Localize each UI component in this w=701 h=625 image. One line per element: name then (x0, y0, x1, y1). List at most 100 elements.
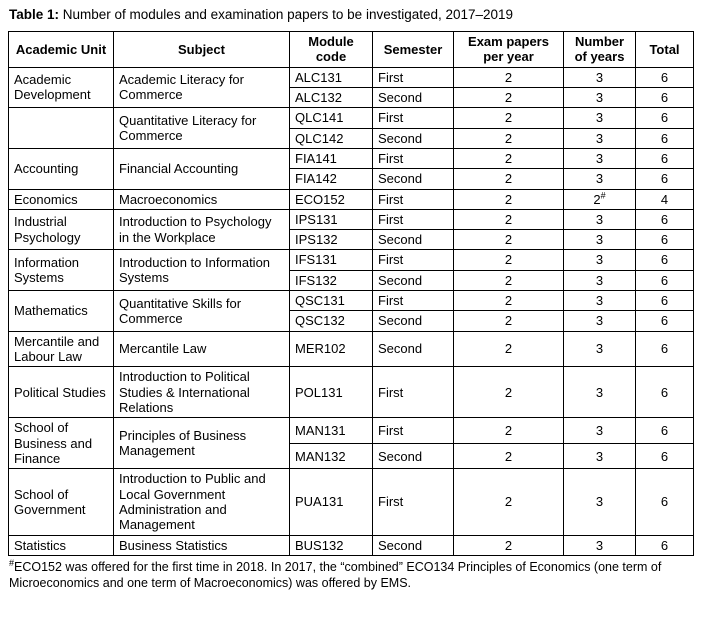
table-cell: 6 (635, 208, 694, 231)
column-header: Number of years (563, 30, 636, 68)
table-cell: First (372, 366, 454, 419)
table-cell: Academic Development (8, 66, 114, 109)
table-row: Industrial Psychology Introduction to Psy… (8, 208, 694, 251)
table-cell: 6 (635, 269, 694, 292)
table-row: School of Business and Finance Principles… (8, 417, 694, 470)
table-cell: Mercantile and Labour Law (8, 330, 114, 368)
table-row: Economics Macroeconomics ECO152 First 2 2# 4 (8, 188, 694, 210)
table-cell: First (372, 290, 454, 312)
table-row: Accounting Financial Accounting FIA141 Firs… (8, 147, 694, 190)
table-cell: 6 (635, 107, 694, 129)
table-cell: Second (372, 330, 454, 368)
table-row: FIA142 Second 2 3 6 (9, 168, 694, 190)
table-cell: 3 (563, 366, 636, 419)
table-cell: 4 (635, 188, 694, 210)
table-cell: BUS132 (289, 534, 373, 557)
table-cell: Accounting (8, 147, 114, 190)
table-cell: 2 (453, 229, 564, 251)
table-cell: Second (372, 534, 454, 557)
table-cell: 3 (563, 168, 636, 190)
footnote-marker: # (600, 190, 606, 201)
column-header: Total (635, 30, 694, 68)
table-cell: 2 (453, 269, 564, 292)
table-cell: Business Statistics (113, 534, 290, 557)
table-cell: Academic Literacy for Commerce (113, 66, 290, 109)
table-row: IPS132 Second 2 3 6 (9, 229, 694, 251)
table-cell: PUA131 (289, 468, 373, 536)
table-cell: First (372, 66, 454, 88)
table-row: School of Government Introduction to Publ… (8, 468, 694, 536)
table-cell: POL131 (289, 366, 373, 419)
table-cell: 6 (635, 468, 694, 536)
table-cell: 6 (635, 127, 694, 149)
table-cell: 2 (453, 290, 564, 312)
table-cell: Introduction to Psychology in the Workpl… (113, 208, 290, 251)
table-cell: 3 (563, 127, 636, 149)
table-cell: Second (372, 86, 454, 109)
table-cell: IFS132 (289, 269, 373, 292)
table-cell: 2 (453, 127, 564, 149)
table-cell: 6 (635, 147, 694, 170)
table-cell: 3 (563, 208, 636, 231)
table-cell: Quantitative Literacy for Commerce (113, 107, 290, 149)
table-cell: 6 (635, 442, 694, 470)
table-cell: Principles of Business Management (113, 417, 290, 470)
table-cell: First (372, 147, 454, 170)
table-cell: 6 (635, 66, 694, 88)
table-cell: IFS131 (289, 249, 373, 271)
table-cell: QSC131 (289, 290, 373, 312)
footnote-marker: # (9, 557, 15, 568)
caption-label: Table 1: (9, 7, 60, 22)
table-cell: 3 (563, 66, 636, 88)
footnote-text: ECO152 was offered for the first time in… (9, 560, 662, 591)
column-header: Module code (289, 30, 373, 68)
table-row: Statistics Business Statistics BUS132 Secon… (8, 534, 694, 557)
table-cell: Introduction to Public and Local Governm… (113, 468, 290, 536)
table-cell: Mathematics (8, 290, 114, 332)
table-cell: 2 (453, 168, 564, 190)
column-header: Academic Unit (8, 30, 114, 68)
table-cell: First (372, 468, 454, 536)
table-cell: 2 (453, 366, 564, 419)
table-cell: Second (372, 269, 454, 292)
table-cell (8, 107, 114, 149)
table-cell: 6 (635, 290, 694, 312)
table-cell: 2 (453, 468, 564, 536)
table-cell: Second (372, 168, 454, 190)
table-cell: Information Systems (8, 249, 114, 292)
table-cell: Economics (8, 188, 114, 210)
table-cell: 3 (563, 269, 636, 292)
table-cell: 3 (563, 107, 636, 129)
table-row: Information Systems Introduction to Infor… (8, 249, 694, 292)
table-cell: 6 (635, 534, 694, 557)
table-row: Political Studies Introduction to Politic… (8, 366, 694, 419)
table-cell: Statistics (8, 534, 114, 557)
table-row: Mathematics Quantitative Skills for Comme… (8, 290, 694, 332)
table-cell: 6 (635, 417, 694, 444)
table-cell: Second (372, 229, 454, 251)
table-cell: MAN132 (289, 442, 373, 470)
table-cell: 3 (563, 86, 636, 109)
table-cell: 3 (563, 442, 636, 470)
table-cell: 2 (453, 147, 564, 170)
table-cell: ALC131 (289, 66, 373, 88)
table-cell: 2 (453, 417, 564, 444)
table-cell: 2 (453, 208, 564, 231)
table-cell: School of Business and Finance (8, 417, 114, 470)
table-cell: Financial Accounting (113, 147, 290, 190)
caption-text: Number of modules and examination papers… (59, 7, 514, 22)
table-cell: Introduction to Information Systems (113, 249, 290, 292)
table-cell: IPS131 (289, 208, 373, 231)
table-footnote: #ECO152 was offered for the first time i… (9, 557, 694, 592)
table-cell: Mercantile Law (113, 330, 290, 368)
header-row: Academic Unit Subject Module code Semester E… (8, 30, 694, 68)
table-cell: QLC141 (289, 107, 373, 129)
table-row: QLC142 Second 2 3 6 (9, 127, 694, 149)
column-header: Semester (372, 30, 454, 68)
table-cell: 3 (563, 290, 636, 312)
table-cell: 6 (635, 249, 694, 271)
table-row: Quantitative Literacy for Commerce QLC141… (8, 107, 694, 149)
table-cell: Industrial Psychology (8, 208, 114, 251)
table-cell: Political Studies (8, 366, 114, 419)
